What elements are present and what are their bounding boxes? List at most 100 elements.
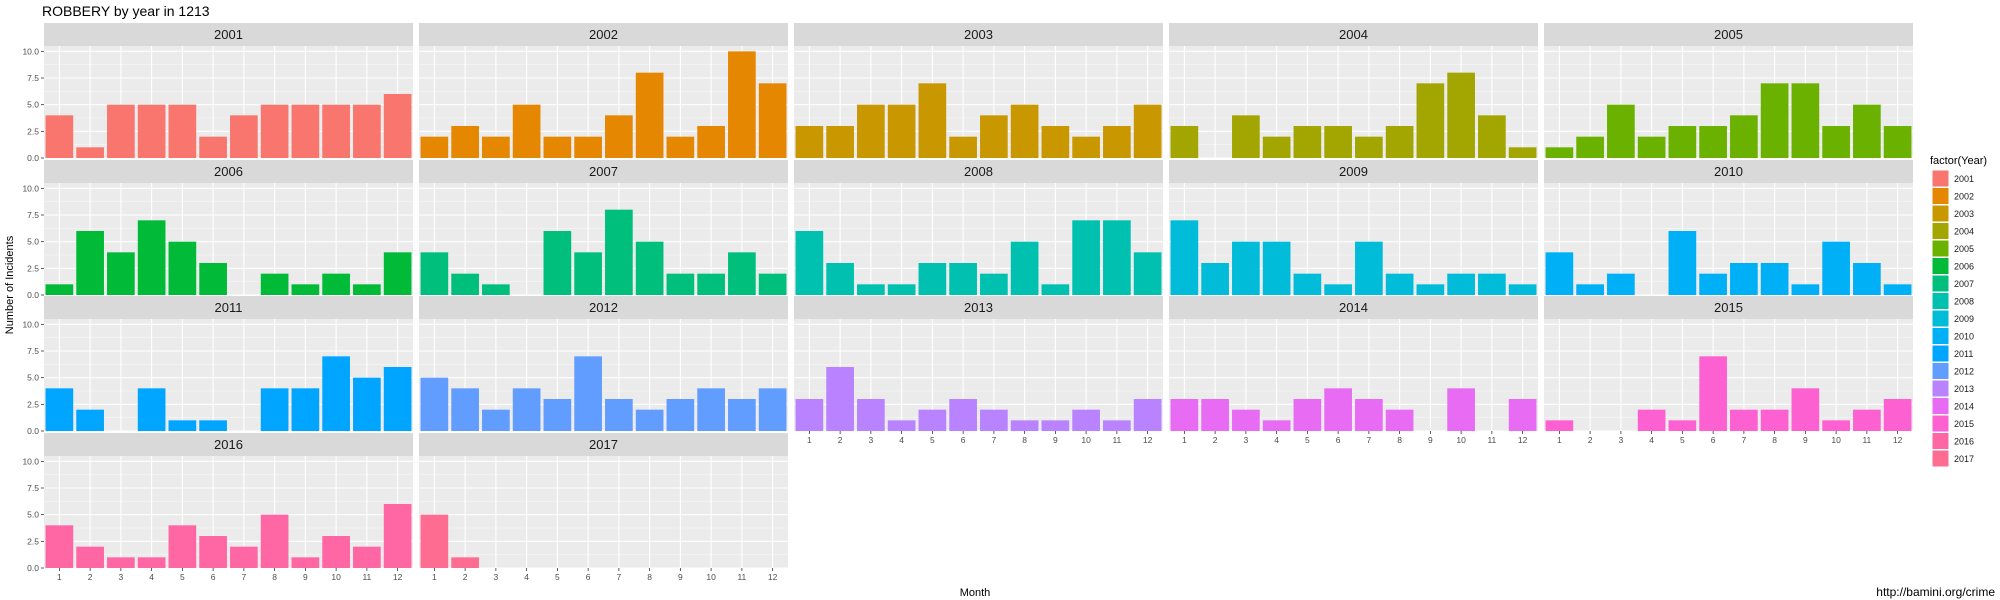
bar [1293,273,1322,295]
bar [383,504,412,568]
x-tick-label: 12 [1518,435,1528,445]
x-tick-label: 10 [331,572,341,582]
bar [1760,263,1789,295]
bar [1730,409,1758,431]
bar [76,231,104,295]
x-tick-label: 8 [1772,435,1777,445]
legend-label: 2006 [1954,262,1974,272]
x-tick-label: 1 [807,435,812,445]
bar [260,388,289,431]
y-tick-label: 10.0 [22,183,39,193]
legend-label: 2005 [1954,244,1974,254]
x-tick-label: 9 [303,572,308,582]
x-tick-label: 12 [1893,435,1903,445]
facet-panel-2010: 2010 [1544,160,1913,296]
legend-label: 2001 [1954,174,1974,184]
x-tick-label: 8 [272,572,277,582]
y-tick-label: 5.0 [27,510,39,520]
x-tick-label: 9 [1053,435,1058,445]
bar [137,388,166,431]
legend-label: 2017 [1954,454,1974,464]
bar [1201,399,1229,431]
bar [512,104,541,158]
bar [199,263,227,295]
x-tick-label: 8 [1397,435,1402,445]
bar [697,126,725,158]
x-tick-label: 7 [992,435,997,445]
bar [543,136,572,158]
bar [322,356,350,431]
bar [795,126,824,158]
facet-strip [1544,23,1913,46]
facet-label: 2017 [589,437,618,452]
x-axis-label: Month [960,587,991,599]
y-tick-label: 7.5 [27,210,39,220]
legend-label: 2010 [1954,332,1974,342]
bar [1699,356,1727,431]
legend-label: 2004 [1954,227,1974,237]
legend-key [1931,414,1950,433]
x-tick-label: 7 [1742,435,1747,445]
bar [1324,284,1352,295]
bar [291,388,320,431]
bar [291,284,320,295]
bar [230,546,258,568]
x-tick-label: 10 [1831,435,1841,445]
legend-key [1931,362,1950,380]
x-tick-label: 12 [768,572,778,582]
bar [1730,263,1758,295]
bar [1545,420,1574,431]
legend-label: 2011 [1954,349,1973,359]
x-tick-label: 8 [1022,435,1027,445]
bar [1699,126,1727,158]
bar [1355,241,1383,295]
bar [1133,399,1162,431]
bar [635,241,664,295]
x-tick-label: 9 [678,572,683,582]
bar [666,136,695,158]
legend-key [1931,204,1950,223]
y-tick-label: 5.0 [27,100,39,110]
facet-strip [419,433,788,456]
x-tick-label: 7 [617,572,622,582]
bar [383,367,412,431]
legend-key [1931,432,1950,450]
x-tick-label: 11 [1487,435,1496,445]
bar [758,388,787,431]
bar [1791,83,1820,158]
bar [168,241,197,295]
x-tick-label: 2 [1213,435,1218,445]
bar [666,273,695,295]
facet-label: 2010 [1714,164,1743,179]
bar [353,104,381,158]
bar [1416,83,1445,158]
bar [1041,420,1070,431]
bar [322,536,350,568]
facet-panel-2004: 2004 [1169,23,1538,159]
facet-strip [44,296,413,319]
bar [383,252,412,295]
bar [76,147,104,158]
bar [1853,263,1881,295]
bar [543,231,572,295]
y-tick-label: 2.5 [27,126,39,136]
x-tick-label: 2 [463,572,468,582]
facet-strip [44,23,413,46]
facet-label: 2004 [1339,27,1368,42]
y-tick-label: 2.5 [27,536,39,546]
legend-title: factor(Year) [1930,155,1987,167]
bar [1883,399,1912,431]
bar [826,126,854,158]
bar [949,263,977,295]
y-tick-label: 0.0 [27,563,39,573]
bar [1478,115,1506,158]
bar [697,388,725,431]
legend-key [1931,449,1950,468]
x-tick-label: 2 [1588,435,1593,445]
x-tick-label: 11 [1112,435,1121,445]
bar [1545,252,1574,295]
facet-label: 2002 [589,27,618,42]
bar [1447,388,1475,431]
bar [1232,115,1260,158]
